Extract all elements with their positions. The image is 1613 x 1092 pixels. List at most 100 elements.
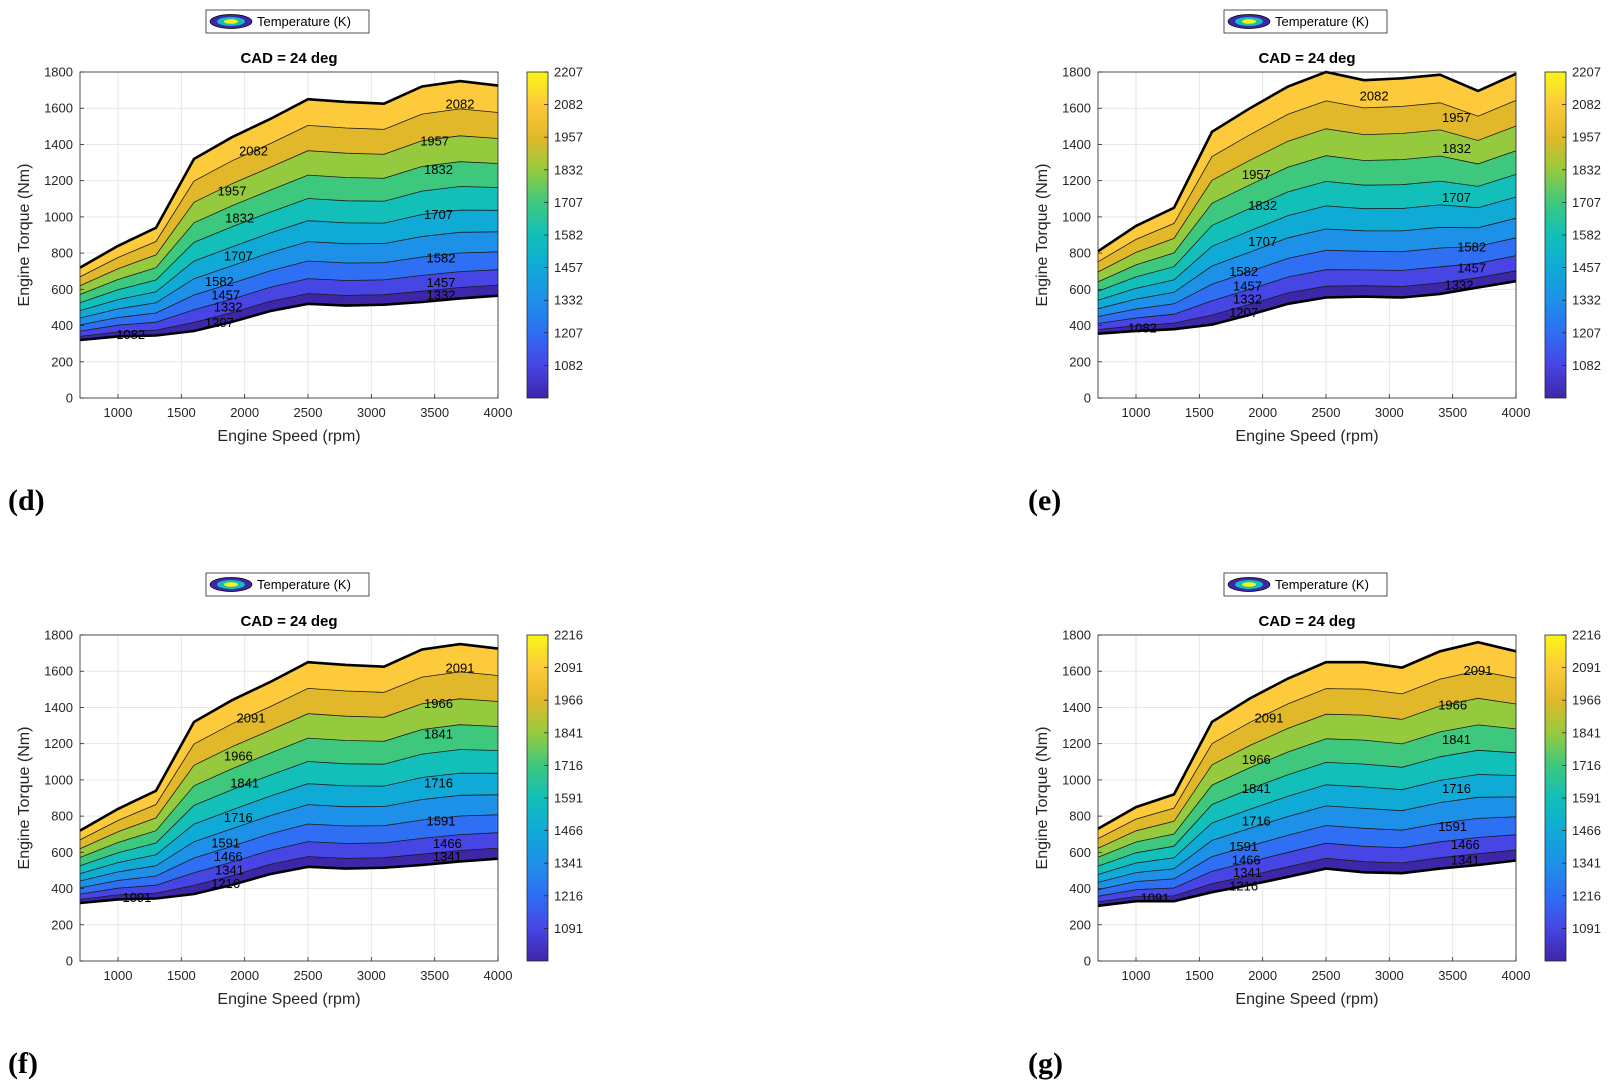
contour-label: 1332 bbox=[1445, 278, 1474, 293]
x-tick-label: 3000 bbox=[357, 405, 386, 420]
contour-label: 1957 bbox=[1442, 110, 1471, 125]
contour-line bbox=[1097, 150, 1517, 283]
contour-label: 1332 bbox=[214, 299, 243, 314]
y-tick-label: 600 bbox=[1069, 845, 1091, 860]
colorbar-tick-label: 1091 bbox=[554, 921, 583, 936]
contour-panel-f: 1091121613411466159117161841196620911591… bbox=[16, 572, 583, 1008]
y-tick-label: 1400 bbox=[1062, 700, 1091, 715]
contour-label: 1457 bbox=[211, 288, 240, 303]
contour-line bbox=[1097, 697, 1517, 849]
contour-panel-d: 1082120713321457158217071832195720821582… bbox=[16, 9, 583, 445]
contour-label: 1216 bbox=[211, 876, 240, 891]
contour-label: 1082 bbox=[116, 327, 145, 342]
x-tick-label: 4000 bbox=[1502, 405, 1531, 420]
contour-line bbox=[79, 209, 499, 311]
legend-swatch-inner bbox=[1242, 19, 1256, 24]
y-tick-label: 800 bbox=[1069, 809, 1091, 824]
colorbar-tick-label: 1466 bbox=[1572, 823, 1601, 838]
y-tick-label: 1200 bbox=[44, 173, 73, 188]
contour-label: 1591 bbox=[1229, 839, 1258, 854]
contour-line bbox=[1097, 196, 1517, 301]
contour-label: 1216 bbox=[1229, 879, 1258, 894]
legend-label: Temperature (K) bbox=[257, 577, 351, 592]
colorbar-tick-label: 1332 bbox=[1572, 293, 1601, 308]
contour-label: 2091 bbox=[446, 661, 475, 676]
y-tick-label: 1200 bbox=[44, 736, 73, 751]
contour-line bbox=[79, 671, 499, 841]
contour-line bbox=[79, 186, 499, 304]
contour-label: 1341 bbox=[215, 862, 244, 877]
x-tick-label: 1500 bbox=[1185, 405, 1214, 420]
contour-label: 1716 bbox=[1442, 781, 1471, 796]
colorbar-tick-label: 1591 bbox=[554, 791, 583, 806]
legend-box bbox=[205, 572, 370, 597]
x-tick-label: 3000 bbox=[1375, 405, 1404, 420]
colorbar-tick-label: 2207 bbox=[554, 65, 583, 80]
contour-line bbox=[1097, 724, 1517, 858]
colorbar-tick-label: 1216 bbox=[554, 888, 583, 903]
chart-title: CAD = 24 deg bbox=[1258, 50, 1355, 67]
colorbar-tick-label: 2216 bbox=[1572, 628, 1601, 643]
y-tick-label: 1400 bbox=[1062, 137, 1091, 152]
axes-box bbox=[79, 71, 499, 399]
contour-line bbox=[79, 161, 499, 295]
upper-boundary-line bbox=[1097, 640, 1517, 830]
contour-line bbox=[79, 772, 499, 874]
contour-label: 1091 bbox=[123, 890, 152, 905]
lower-boundary-line bbox=[79, 294, 499, 342]
colorbar-tick-label: 1957 bbox=[554, 130, 583, 145]
y-tick-label: 1000 bbox=[1062, 209, 1091, 224]
y-tick-label: 200 bbox=[1069, 917, 1091, 932]
y-tick-label: 1400 bbox=[44, 137, 73, 152]
panel-label-f: (f) bbox=[8, 1047, 38, 1080]
contour-label: 1716 bbox=[1242, 814, 1271, 829]
contour-label: 1591 bbox=[1438, 819, 1467, 834]
contour-line bbox=[79, 847, 499, 900]
contour-label: 1582 bbox=[427, 251, 456, 266]
colorbar-tick-label: 1966 bbox=[1572, 693, 1601, 708]
contour-line bbox=[79, 251, 499, 326]
colorbar-tick-label: 1582 bbox=[1572, 228, 1601, 243]
x-tick-label: 3500 bbox=[1438, 405, 1467, 420]
x-tick-label: 3000 bbox=[357, 968, 386, 983]
contour-line bbox=[1097, 100, 1517, 263]
contour-label: 1957 bbox=[1242, 167, 1271, 182]
colorbar-tick-label: 2091 bbox=[554, 660, 583, 675]
colorbar-tick-label: 1207 bbox=[554, 325, 583, 340]
y-tick-label: 1800 bbox=[44, 65, 73, 80]
contour-panel-g: 1091121613411466159117161841196620911591… bbox=[1034, 572, 1601, 1008]
contour-label: 1082 bbox=[1128, 320, 1157, 335]
contour-label: 1466 bbox=[1451, 837, 1480, 852]
x-axis-label: Engine Speed (rpm) bbox=[217, 428, 360, 445]
x-tick-label: 1500 bbox=[167, 405, 196, 420]
axes-box bbox=[1097, 71, 1517, 399]
legend-swatch-inner bbox=[224, 582, 238, 587]
contour-line bbox=[1097, 237, 1517, 317]
contour-label: 1832 bbox=[424, 162, 453, 177]
contour-label: 2091 bbox=[1464, 663, 1493, 678]
x-tick-label: 3500 bbox=[420, 968, 449, 983]
y-tick-label: 1600 bbox=[44, 101, 73, 116]
legend-box bbox=[1223, 572, 1388, 597]
y-axis-label: Engine Torque (Nm) bbox=[1034, 164, 1051, 307]
panel-label-d: (d) bbox=[8, 484, 45, 517]
contour-label: 1841 bbox=[1442, 732, 1471, 747]
contour-label: 1966 bbox=[224, 748, 253, 763]
contour-label: 1832 bbox=[1442, 141, 1471, 156]
x-tick-label: 1500 bbox=[1185, 968, 1214, 983]
contour-label: 1582 bbox=[1229, 264, 1258, 279]
contour-panel-e: 1082120713321457158217071832195720821582… bbox=[1034, 9, 1601, 445]
x-tick-label: 1500 bbox=[167, 968, 196, 983]
colorbar-tick-label: 1841 bbox=[554, 725, 583, 740]
y-tick-label: 800 bbox=[51, 246, 73, 261]
contour-label: 1716 bbox=[424, 776, 453, 791]
colorbar-tick-label: 1207 bbox=[1572, 325, 1601, 340]
x-tick-label: 3500 bbox=[420, 405, 449, 420]
contour-label: 1332 bbox=[427, 288, 456, 303]
y-tick-label: 0 bbox=[66, 954, 73, 969]
x-tick-label: 4000 bbox=[1502, 968, 1531, 983]
contour-label: 1457 bbox=[427, 275, 456, 290]
x-tick-label: 3500 bbox=[1438, 968, 1467, 983]
x-tick-label: 2500 bbox=[294, 405, 323, 420]
legend-label: Temperature (K) bbox=[1275, 14, 1369, 29]
